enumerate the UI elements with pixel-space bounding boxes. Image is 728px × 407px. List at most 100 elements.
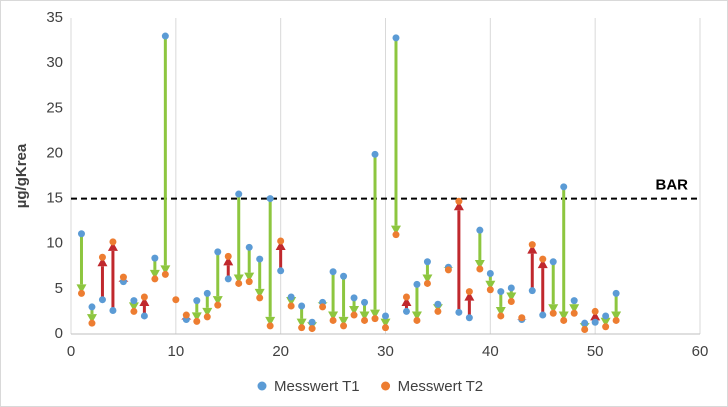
change-arrow xyxy=(244,247,255,282)
point xyxy=(602,312,610,320)
change-arrow xyxy=(370,154,381,319)
arrow-head xyxy=(86,314,97,324)
point xyxy=(581,319,589,327)
point xyxy=(560,316,568,324)
point xyxy=(581,325,589,333)
point xyxy=(392,34,400,42)
point xyxy=(402,307,410,315)
point xyxy=(612,316,620,324)
change-arrow xyxy=(548,261,559,314)
point xyxy=(612,289,620,297)
arrow-head xyxy=(139,296,150,306)
change-arrow xyxy=(254,259,265,298)
arrow-head xyxy=(422,274,433,284)
point xyxy=(266,322,274,330)
x-tick-label: 50 xyxy=(587,343,604,360)
arrow-head xyxy=(349,306,360,316)
point xyxy=(361,298,369,306)
arrow-head xyxy=(590,311,601,321)
arrow-head xyxy=(254,288,265,298)
point xyxy=(350,311,358,319)
arrow-head xyxy=(401,296,412,306)
arrow-head xyxy=(569,304,580,314)
arrow-head xyxy=(275,241,286,251)
arrow-head xyxy=(370,309,381,319)
point xyxy=(549,309,557,317)
change-arrow xyxy=(76,233,87,294)
point xyxy=(423,258,431,266)
arrow-head xyxy=(548,304,559,314)
arrow-head xyxy=(464,291,475,301)
point xyxy=(214,248,222,256)
change-arrow xyxy=(338,276,349,326)
point xyxy=(549,258,557,266)
arrow-head xyxy=(212,296,223,306)
x-tick-label: 0 xyxy=(67,343,75,360)
point xyxy=(371,315,379,323)
point xyxy=(329,268,337,276)
point xyxy=(465,314,473,322)
point xyxy=(591,307,599,315)
change-arrow xyxy=(411,284,422,321)
point xyxy=(455,308,463,316)
point xyxy=(140,312,148,320)
point xyxy=(193,297,201,305)
arrow-head xyxy=(537,259,548,269)
arrow-head xyxy=(191,312,202,322)
arrow-head xyxy=(453,201,464,211)
point xyxy=(507,297,515,305)
point xyxy=(245,278,253,286)
arrow-head xyxy=(265,316,276,326)
arrow-head xyxy=(76,284,87,294)
arrow-head xyxy=(97,257,108,267)
point xyxy=(77,289,85,297)
arrow-head xyxy=(600,317,611,327)
change-arrow xyxy=(328,271,339,321)
change-arrow xyxy=(474,230,485,269)
point xyxy=(465,288,473,296)
x-tick-label: 60 xyxy=(692,343,709,360)
point xyxy=(444,266,452,274)
point xyxy=(203,313,211,321)
arrow-head xyxy=(244,272,255,282)
point xyxy=(98,296,106,304)
point xyxy=(256,255,264,263)
x-tick-label: 20 xyxy=(272,343,289,360)
arrow-head xyxy=(338,316,349,326)
x-tick-label: 10 xyxy=(167,343,184,360)
point xyxy=(172,296,180,304)
point xyxy=(235,279,243,287)
arrow-head xyxy=(233,274,244,284)
point xyxy=(591,318,599,326)
arrow-head xyxy=(506,292,517,302)
point xyxy=(214,301,222,309)
arrow-head xyxy=(527,244,538,254)
point xyxy=(182,311,190,319)
point xyxy=(382,324,389,332)
y-tick-label: 30 xyxy=(46,54,63,71)
y-tick-label: 20 xyxy=(46,144,63,161)
point xyxy=(560,183,568,191)
arrow-head xyxy=(107,241,118,251)
point xyxy=(140,293,148,301)
point xyxy=(602,323,610,331)
arrow-head xyxy=(474,259,485,269)
x-tick-label: 30 xyxy=(377,343,394,360)
change-arrow xyxy=(160,36,171,275)
point xyxy=(486,286,494,294)
y-tick-label: 35 xyxy=(46,9,63,26)
point xyxy=(423,279,431,287)
point xyxy=(130,307,138,315)
point xyxy=(287,302,295,310)
arrow-head xyxy=(328,311,339,321)
y-tick-label: 5 xyxy=(55,280,63,297)
point xyxy=(382,312,389,320)
point xyxy=(497,312,505,320)
x-tick-label: 40 xyxy=(482,343,499,360)
change-arrow xyxy=(107,241,118,311)
point xyxy=(539,311,547,319)
point xyxy=(518,314,526,322)
arrow-head xyxy=(495,306,506,316)
point xyxy=(193,317,201,325)
arrow-head xyxy=(223,256,234,266)
